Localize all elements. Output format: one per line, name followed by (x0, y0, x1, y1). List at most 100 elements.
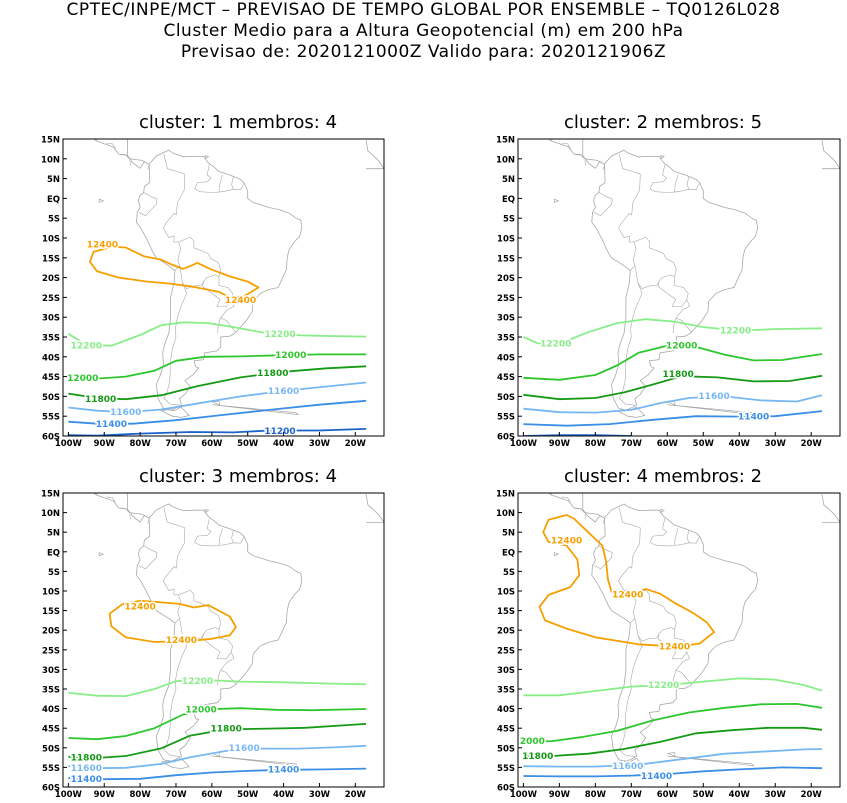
country-border (674, 528, 679, 546)
lat-tick-label: 55S (42, 413, 60, 423)
contour-12400 (108, 599, 237, 643)
panel-title: cluster: 3 membros: 4 (138, 466, 338, 487)
country-border (163, 566, 181, 624)
map-area (523, 139, 840, 436)
country-border (633, 589, 677, 630)
lat-tick-label: 30S (42, 314, 60, 324)
country-border (119, 508, 127, 510)
contour-label: 12200 (71, 342, 102, 352)
lon-tick-label: 30W (765, 439, 787, 449)
country-border (163, 153, 186, 216)
contour-12000 (68, 707, 367, 741)
lat-tick-label: 40S (497, 705, 515, 715)
coastline-south-america (591, 149, 759, 411)
lon-tick-label: 100W (55, 439, 83, 449)
lon-tick-label: 30W (309, 439, 331, 449)
map-area (67, 139, 384, 436)
contour-label: 11600 (698, 392, 729, 402)
coastline-central-america (548, 139, 605, 169)
lon-tick-label: 90W (549, 790, 571, 800)
country-border (602, 518, 605, 524)
country-border (594, 545, 613, 570)
lat-tick-label: 45S (42, 373, 60, 383)
contour-12200 (67, 321, 367, 347)
lat-tick-label: 25S (42, 294, 60, 304)
lat-tick-label: 20S (497, 274, 515, 284)
contour-label: 11800 (85, 395, 116, 405)
contour-11600 (68, 381, 367, 414)
lat-tick-label: 35S (42, 686, 60, 696)
contour-label: 11800 (71, 754, 102, 764)
lat-tick-label: 50S (42, 393, 60, 403)
lat-tick-label: 30S (42, 666, 60, 676)
country-border (163, 507, 186, 569)
contour-label: 12400 (551, 536, 582, 546)
lon-tick-label: 60W (657, 439, 679, 449)
country-border (179, 265, 220, 290)
contour-label: 12400 (225, 296, 256, 306)
lon-tick-label: 30W (765, 790, 787, 800)
lat-tick-label: 60S (497, 433, 515, 443)
lat-tick-label: 40S (42, 705, 60, 715)
country-border (655, 182, 700, 193)
lat-tick-label: EQ (502, 548, 515, 558)
country-border (220, 652, 236, 685)
contour-label: 11600 (612, 762, 643, 772)
contour-11600 (523, 748, 823, 768)
contour-11800 (523, 374, 823, 401)
country-border (634, 618, 675, 642)
contour-label: 12200 (720, 327, 751, 337)
lon-tick-label: 40W (729, 790, 751, 800)
lon-tick-label: 20W (801, 790, 823, 800)
panel-cluster-1: cluster: 1 membros: 4 12400 12400 12200 122… (0, 112, 420, 452)
contour-label: 12400 (124, 602, 155, 612)
lon-tick-label: 100W (510, 790, 538, 800)
lat-tick-label: 5N (502, 175, 515, 185)
island-outline (211, 400, 221, 406)
lon-tick-label: 90W (94, 790, 116, 800)
header-line-1: CPTEC/INPE/MCT – PREVISAO DE TEMPO GLOBA… (66, 0, 781, 20)
lat-tick-label: 5S (503, 215, 515, 225)
lat-tick-label: 5S (503, 568, 515, 578)
country-border (574, 154, 583, 156)
contour-map: 1240012400122001200011800118001160011600… (41, 490, 385, 800)
contour-12000 (523, 702, 823, 743)
lat-tick-label: 35S (497, 686, 515, 696)
country-border (129, 160, 132, 166)
contour-12200 (68, 679, 367, 698)
map-area (523, 493, 840, 778)
panel-cluster-3: cluster: 3 membros: 4 12400 12400 12200 120… (0, 466, 420, 803)
lat-tick-label: 5N (47, 529, 60, 539)
lat-tick-label: 10N (41, 509, 60, 519)
lat-tick-label: 15N (41, 490, 60, 500)
lon-tick-label: 60W (201, 790, 223, 800)
country-border (602, 164, 605, 170)
lat-tick-label: 10N (496, 509, 515, 519)
lat-tick-label: 5N (47, 175, 60, 185)
lat-tick-label: 15N (496, 136, 515, 146)
country-border (202, 276, 233, 307)
lat-tick-label: EQ (47, 548, 60, 558)
country-border (147, 518, 150, 524)
contour-11800 (523, 726, 823, 757)
country-border (218, 528, 223, 546)
map-frame (517, 138, 841, 437)
contour-label: 11200 (264, 427, 295, 437)
contour-11400 (523, 410, 823, 427)
contour-label: 11800 (662, 370, 693, 380)
map-frame (62, 138, 385, 437)
country-border (655, 536, 700, 547)
lat-tick-label: 15N (41, 136, 60, 146)
lon-tick-label: 50W (237, 439, 259, 449)
contour-label: 11600 (110, 408, 141, 418)
country-border (163, 212, 181, 271)
country-border (574, 508, 583, 510)
island-outline (659, 509, 665, 513)
island-outline (659, 155, 665, 159)
lon-tick-label: 60W (201, 439, 223, 449)
country-border (179, 618, 220, 642)
contour-label: 2000 (520, 737, 545, 747)
lon-tick-label: 20W (345, 439, 367, 449)
country-border (686, 176, 690, 190)
country-border (218, 174, 223, 193)
